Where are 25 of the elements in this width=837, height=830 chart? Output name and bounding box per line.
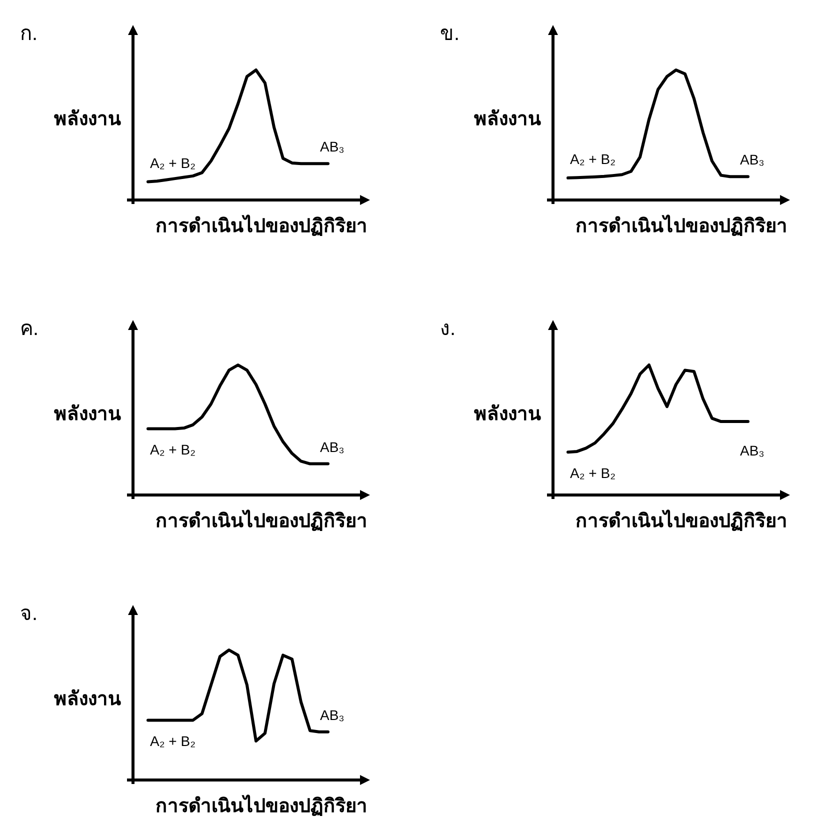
- x-axis-title: การดำเนินไปของปฏิกิริยา: [576, 214, 788, 237]
- chart-title: ง.: [440, 318, 456, 340]
- chart-title: ข.: [440, 23, 460, 45]
- x-axis-title: การดำเนินไปของปฏิกิริยา: [156, 214, 368, 237]
- chart-title: ก.: [20, 23, 38, 45]
- x-axis-title: การดำเนินไปของปฏิกิริยา: [156, 509, 368, 532]
- annotation: AB₃: [740, 152, 764, 168]
- annotation: A₂ + B₂: [150, 733, 196, 750]
- annotation: AB₃: [740, 442, 764, 459]
- y-axis-title: พลังงาน: [54, 109, 121, 130]
- y-axis-title: พลังงาน: [474, 109, 541, 130]
- y-axis-title: พลังงาน: [54, 689, 121, 710]
- y-axis-title: พลังงาน: [54, 404, 121, 425]
- annotation: AB₃: [320, 438, 344, 455]
- annotation: A₂ + B₂: [570, 465, 616, 482]
- x-axis-title: การดำเนินไปของปฏิกิริยา: [576, 509, 788, 532]
- y-axis-title: พลังงาน: [474, 404, 541, 425]
- chart-title: ค.: [20, 318, 39, 340]
- annotation: AB₃: [320, 706, 344, 723]
- annotation: A₂ + B₂: [150, 442, 196, 458]
- x-axis-title: การดำเนินไปของปฏิกิริยา: [156, 794, 368, 817]
- annotation: A₂ + B₂: [150, 154, 196, 171]
- annotation: AB₃: [320, 138, 344, 155]
- chart-title: จ.: [20, 603, 38, 625]
- annotation: A₂ + B₂: [570, 150, 616, 167]
